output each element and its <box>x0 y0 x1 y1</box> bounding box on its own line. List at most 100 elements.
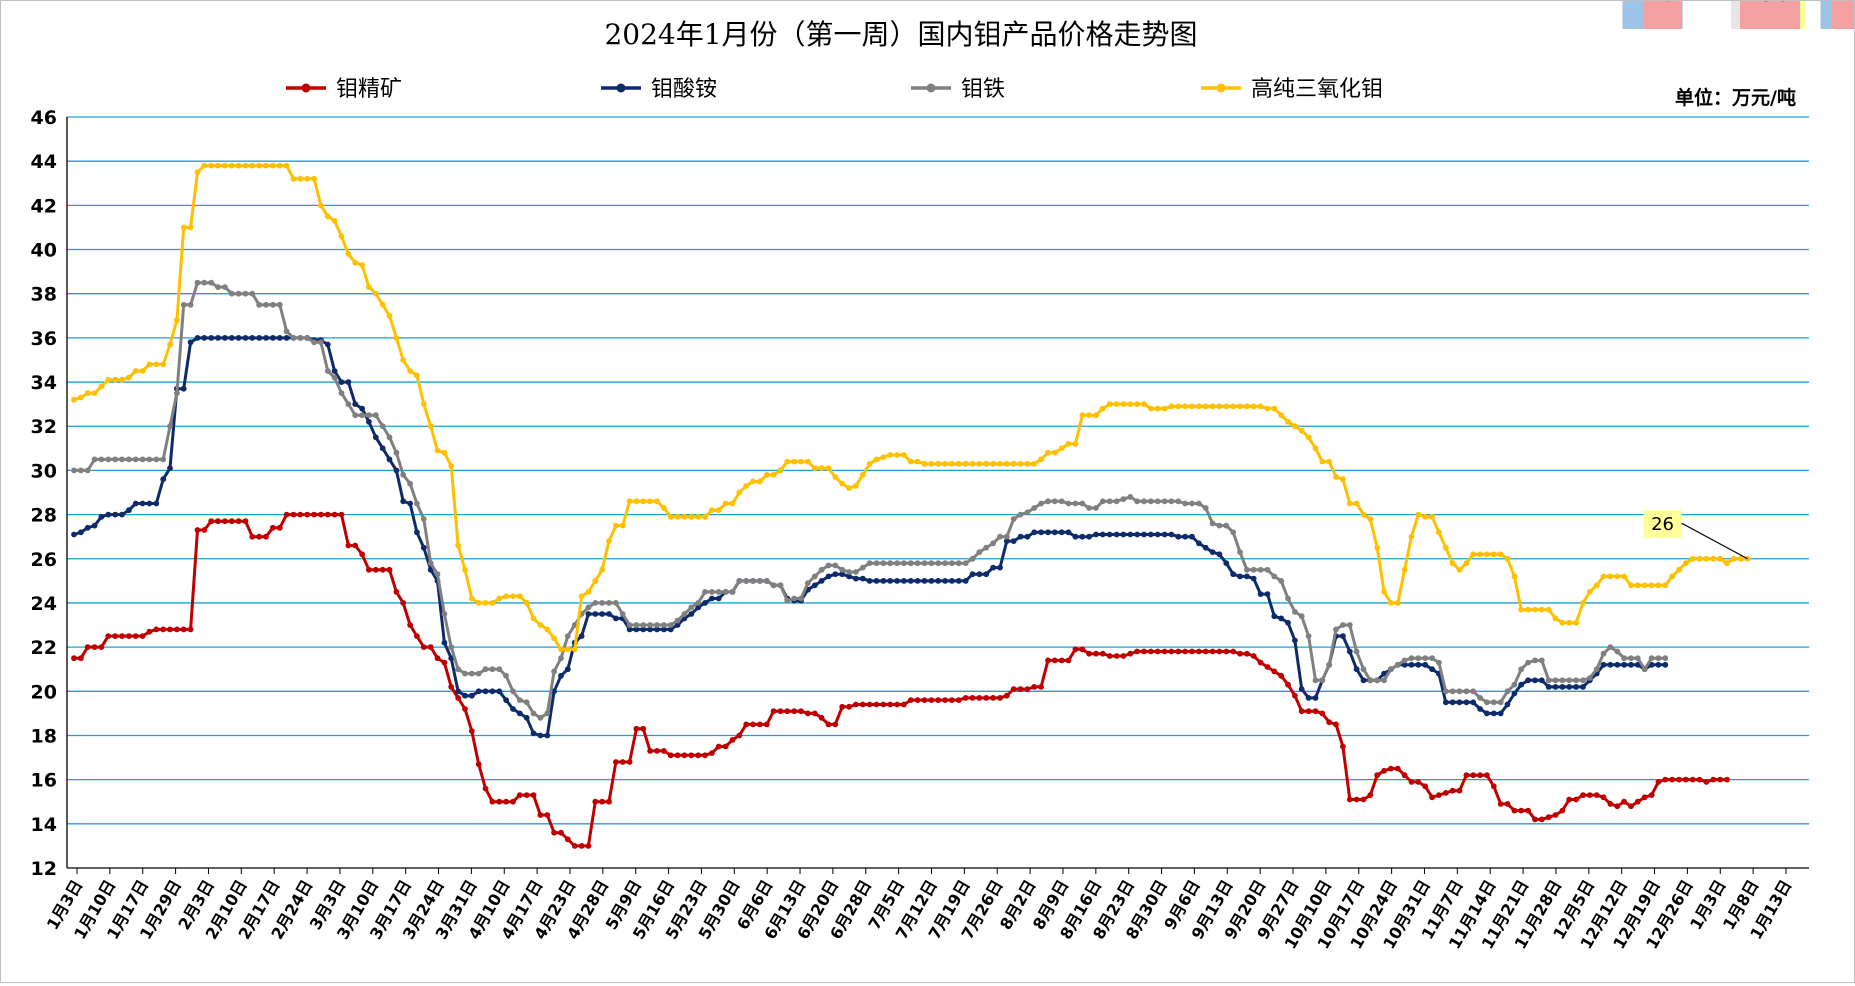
data-point <box>270 301 276 308</box>
data-point <box>1127 401 1134 407</box>
data-point <box>1326 458 1333 465</box>
data-point <box>1271 613 1278 620</box>
data-point <box>249 335 256 341</box>
data-point <box>338 390 345 396</box>
data-point <box>1676 776 1682 783</box>
data-point <box>222 518 228 525</box>
data-point <box>1442 688 1449 695</box>
data-point <box>1244 566 1250 573</box>
data-point <box>839 571 846 578</box>
data-point <box>907 458 914 465</box>
data-point <box>1429 513 1435 520</box>
data-point <box>859 575 866 582</box>
data-point <box>366 412 372 419</box>
data-point <box>1189 533 1195 540</box>
data-point <box>1120 401 1127 407</box>
data-point <box>1216 648 1223 655</box>
data-point <box>372 290 379 297</box>
data-point <box>1710 776 1717 783</box>
data-point <box>1710 555 1717 562</box>
data-point <box>1662 655 1669 662</box>
data-point <box>811 465 818 472</box>
data-point <box>146 456 153 463</box>
data-point <box>1182 403 1188 410</box>
data-point <box>441 611 448 617</box>
data-point <box>1532 677 1538 684</box>
data-point <box>400 471 407 478</box>
data-point <box>1628 661 1634 668</box>
data-point <box>763 471 770 478</box>
data-point <box>1230 403 1237 410</box>
data-point <box>1340 743 1346 750</box>
data-callout: 16 <box>1643 0 1682 29</box>
data-point <box>530 730 537 737</box>
data-point <box>1312 708 1319 715</box>
data-point <box>1333 474 1339 480</box>
data-point <box>318 202 324 209</box>
data-point <box>414 633 420 639</box>
data-point <box>1196 540 1202 547</box>
data-point <box>1525 807 1531 814</box>
data-point <box>1449 699 1456 706</box>
data-point <box>1614 573 1621 580</box>
data-point <box>1141 531 1147 538</box>
data-point <box>468 670 475 677</box>
data-point <box>715 743 722 750</box>
legend-label: 高纯三氧化钼 <box>1251 77 1383 102</box>
data-point <box>1648 582 1655 589</box>
data-point <box>702 513 708 520</box>
data-point <box>153 456 160 463</box>
data-point <box>1189 648 1195 655</box>
data-point <box>249 162 256 169</box>
data-point <box>633 622 640 628</box>
data-point <box>462 566 468 573</box>
series-line <box>74 281 1666 720</box>
data-point <box>654 748 660 754</box>
data-point <box>516 593 523 600</box>
data-point <box>825 573 832 580</box>
data-point <box>983 544 990 551</box>
data-point <box>304 511 311 518</box>
data-point <box>942 697 948 703</box>
data-point <box>866 460 873 467</box>
data-point <box>1662 661 1669 668</box>
data-point <box>496 666 503 673</box>
data-point <box>654 626 660 633</box>
data-point <box>1682 560 1689 567</box>
data-point <box>1538 816 1545 823</box>
data-point <box>839 566 846 573</box>
data-point <box>1607 644 1614 650</box>
data-point <box>1648 661 1655 668</box>
data-point <box>1285 681 1291 688</box>
data-point <box>304 175 311 182</box>
data-point <box>695 752 702 759</box>
data-point <box>304 335 311 341</box>
data-point <box>1250 653 1257 659</box>
data-point <box>359 412 365 419</box>
data-point <box>1292 608 1298 615</box>
data-point <box>1367 677 1374 684</box>
data-point <box>427 560 434 567</box>
data-point <box>1353 500 1360 507</box>
data-point <box>1058 657 1065 664</box>
data-point <box>1621 798 1627 805</box>
callout-layer: 2625.82621.52121.521.22121.21615.916 <box>1622 0 1855 560</box>
data-point <box>1573 677 1579 684</box>
data-point <box>969 555 976 562</box>
data-point <box>84 644 91 650</box>
data-point <box>1552 677 1559 684</box>
data-point <box>290 175 297 182</box>
data-point <box>1271 668 1278 675</box>
data-point <box>1442 544 1449 551</box>
data-point <box>105 376 112 383</box>
data-point <box>1148 531 1154 538</box>
data-point <box>256 301 263 308</box>
data-point <box>119 376 125 383</box>
data-point <box>1031 529 1038 536</box>
data-point <box>709 595 715 602</box>
data-point <box>1401 566 1408 573</box>
data-point <box>1504 688 1511 695</box>
data-point <box>613 615 619 622</box>
data-point <box>523 600 530 606</box>
data-point <box>1353 666 1360 673</box>
